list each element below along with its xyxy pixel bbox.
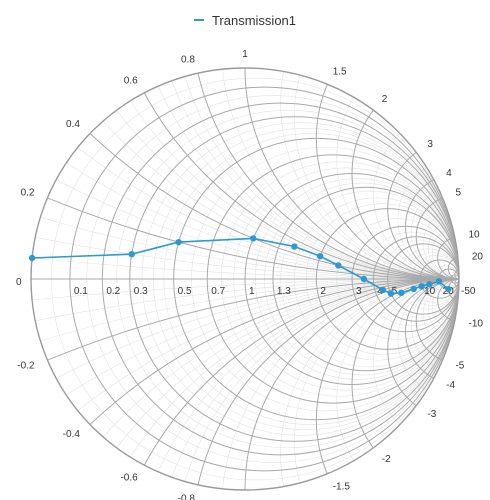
series-point[interactable] [398,289,405,297]
series-point[interactable] [335,262,342,269]
minor-reactance-arc [129,68,459,280]
reactance-label-negative: -0.2 [17,361,35,372]
minor-reactance-arc [397,158,459,280]
minor-reactance-arc [444,278,459,308]
series-point[interactable] [28,254,36,262]
reactance-label-negative: -10 [468,319,483,330]
reactance-arc-positive [454,270,459,280]
series-point[interactable] [445,285,452,293]
series-point[interactable] [410,285,417,293]
reactance-label-negative: -5 [455,361,464,372]
resistance-label: 1.3 [277,286,291,297]
series-line [32,237,449,295]
minor-reactance-arc [31,278,459,490]
reactance-arc-negative [437,278,459,322]
reactance-label-positive: 0.4 [66,119,80,130]
series-point[interactable] [418,283,425,290]
reactance-label-positive: 4 [446,168,452,179]
minor-reactance-arc [31,278,459,490]
resistance-label: 0.3 [134,286,148,297]
reactance-arc-negative [351,278,459,490]
series-point[interactable] [360,275,368,283]
minor-reactance-arc [31,278,459,490]
reactance-label-negative: -0.6 [120,473,138,484]
series-point[interactable] [379,286,386,294]
minor-reactance-arc [294,278,459,490]
reactance-arc-negative [31,278,459,490]
minor-reactance-arc [336,68,459,280]
reactance-label-positive: 20 [472,252,484,263]
minor-reactance-arc [397,278,459,400]
resistance-label: 1 [249,286,255,297]
reactance-arc-positive [315,68,459,280]
reactance-label-positive: 1 [242,49,248,60]
legend-swatch-transmission1 [193,19,204,21]
resistance-label: 3 [356,286,362,297]
resistance-label: 10 [424,286,436,297]
minor-reactance-arc [431,225,459,280]
legend: Transmission1 [0,10,490,30]
reactance-label-negative: -2 [382,454,391,465]
resistance-label: 0 [16,277,22,288]
minor-reactance-arc [444,250,459,280]
minor-reactance-arc [31,278,459,490]
minor-reactance-arc [431,278,459,333]
series-point[interactable] [250,235,257,242]
reactance-label-positive: 3 [427,139,433,150]
resistance-label: 2 [320,286,326,297]
minor-reactance-arc [31,278,459,490]
reactance-label-positive: 10 [468,229,480,240]
reactance-label-negative: -3 [427,409,436,420]
series-point[interactable] [435,278,443,285]
series-point[interactable] [128,250,135,258]
reactance-label-negative: -4 [446,380,455,391]
resistance-label: 0.7 [211,286,225,297]
reactance-label-positive: 5 [455,187,461,198]
resistance-label: 5 [392,286,398,297]
resistance-label: 0.5 [178,286,192,297]
series-point[interactable] [316,252,324,260]
reactance-arc-positive [437,236,459,280]
reactance-arc-negative [405,278,459,385]
reactance-label-negative: -0.8 [178,494,196,500]
reactance-arc-negative [454,278,459,288]
reactance-arc-positive [415,194,459,280]
reactance-label-positive: 0.6 [124,75,138,86]
minor-reactance-arc [411,278,459,374]
reactance-label-positive: 1.5 [333,66,347,77]
minor-reactance-arc [152,68,459,280]
reactance-arc-positive [351,68,459,280]
series-transmission1[interactable] [28,235,452,297]
resistance-label: -50 [461,286,476,297]
reactance-arc-negative [415,278,459,364]
resistance-label: 0.1 [74,286,88,297]
reactance-label-positive: 0.2 [21,187,35,198]
legend-label-transmission1[interactable]: Transmission1 [211,12,297,28]
minor-reactance-arc [336,278,459,490]
series-point[interactable] [387,290,395,297]
reactance-label-negative: -1.5 [333,482,351,493]
reactance-arc-negative [31,278,459,490]
series-point[interactable] [291,243,298,250]
reactance-label-negative: -0.4 [63,429,81,440]
resistance-label: 0.2 [106,286,120,297]
series-point[interactable] [175,238,182,246]
minor-reactance-arc [31,278,459,490]
series-point[interactable] [426,281,433,288]
minor-reactance-arc [411,184,459,280]
minor-reactance-arc [31,278,459,490]
outer-circle [30,67,460,491]
chart-outline [30,67,460,491]
minor-reactance-arc [280,278,459,490]
reactance-arc-positive [405,173,459,280]
reactance-label-positive: 2 [382,94,388,105]
reactance-label-positive: 0.8 [181,54,195,65]
